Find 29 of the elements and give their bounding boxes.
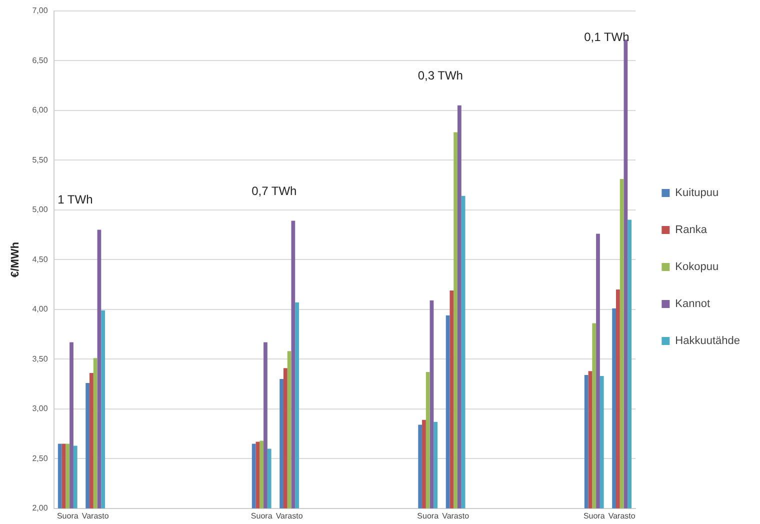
y-tick-label: 7,00 — [32, 6, 48, 16]
y-tick-label: 6,00 — [32, 106, 48, 115]
x-tick-label: Suora — [417, 511, 440, 520]
x-tick-label: Varasto — [82, 511, 110, 520]
x-tick-label: Varasto — [608, 511, 636, 520]
y-tick-label: 3,00 — [32, 404, 48, 414]
y-tick-label: 4,00 — [32, 304, 48, 314]
y-tick-label: 3,50 — [32, 354, 48, 364]
legend-label: Kuitupuu — [675, 187, 719, 200]
y-tick-label: 6,50 — [32, 56, 48, 65]
legend-label: Hakkuutähde — [675, 335, 740, 348]
y-tick-label: 5,50 — [32, 155, 48, 164]
legend-label: Kannot — [675, 298, 710, 310]
y-tick-label: 2,00 — [32, 504, 48, 513]
annotation: 0,7 TWh — [252, 184, 297, 198]
annotation: 1 TWh — [58, 192, 93, 207]
y-tick-label: 5,00 — [32, 205, 48, 214]
annotation: 0,1 TWh — [584, 30, 630, 44]
legend-label: Kokopuu — [675, 261, 719, 274]
x-tick-label: Varasto — [442, 511, 470, 520]
x-tick-label: Suora — [250, 511, 273, 520]
annotation: 0,3 TWh — [418, 68, 463, 82]
x-tick-label: Suora — [56, 511, 79, 520]
x-tick-label: Suora — [583, 511, 606, 520]
y-axis-title: €/MWh — [10, 242, 22, 278]
legend-label: Ranka — [675, 224, 708, 236]
y-tick-label: 4,50 — [32, 254, 48, 264]
y-tick-label: 2,50 — [32, 454, 48, 463]
x-tick-label: Varasto — [276, 511, 304, 520]
